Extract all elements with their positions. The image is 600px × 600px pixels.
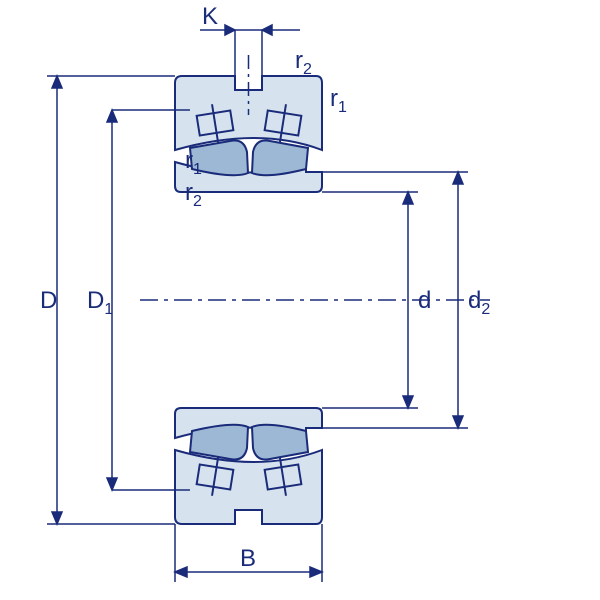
label-r1-top: r1 [330, 85, 347, 116]
bearing-diagram: K D D1 d d2 B r2 r1 r1 r2 [0, 0, 600, 600]
label-d: d [418, 287, 431, 314]
label-K: K [202, 3, 218, 30]
svg-text:d2: d2 [468, 287, 490, 318]
svg-text:r2: r2 [295, 47, 312, 78]
svg-text:r1: r1 [330, 85, 347, 116]
bottom-half [175, 408, 322, 524]
svg-text:D1: D1 [87, 287, 113, 318]
label-D: D [40, 287, 57, 314]
label-B: B [240, 545, 256, 572]
label-r2-top: r2 [295, 47, 312, 78]
label-D1: D1 [87, 287, 113, 318]
label-d2: d2 [468, 287, 490, 318]
